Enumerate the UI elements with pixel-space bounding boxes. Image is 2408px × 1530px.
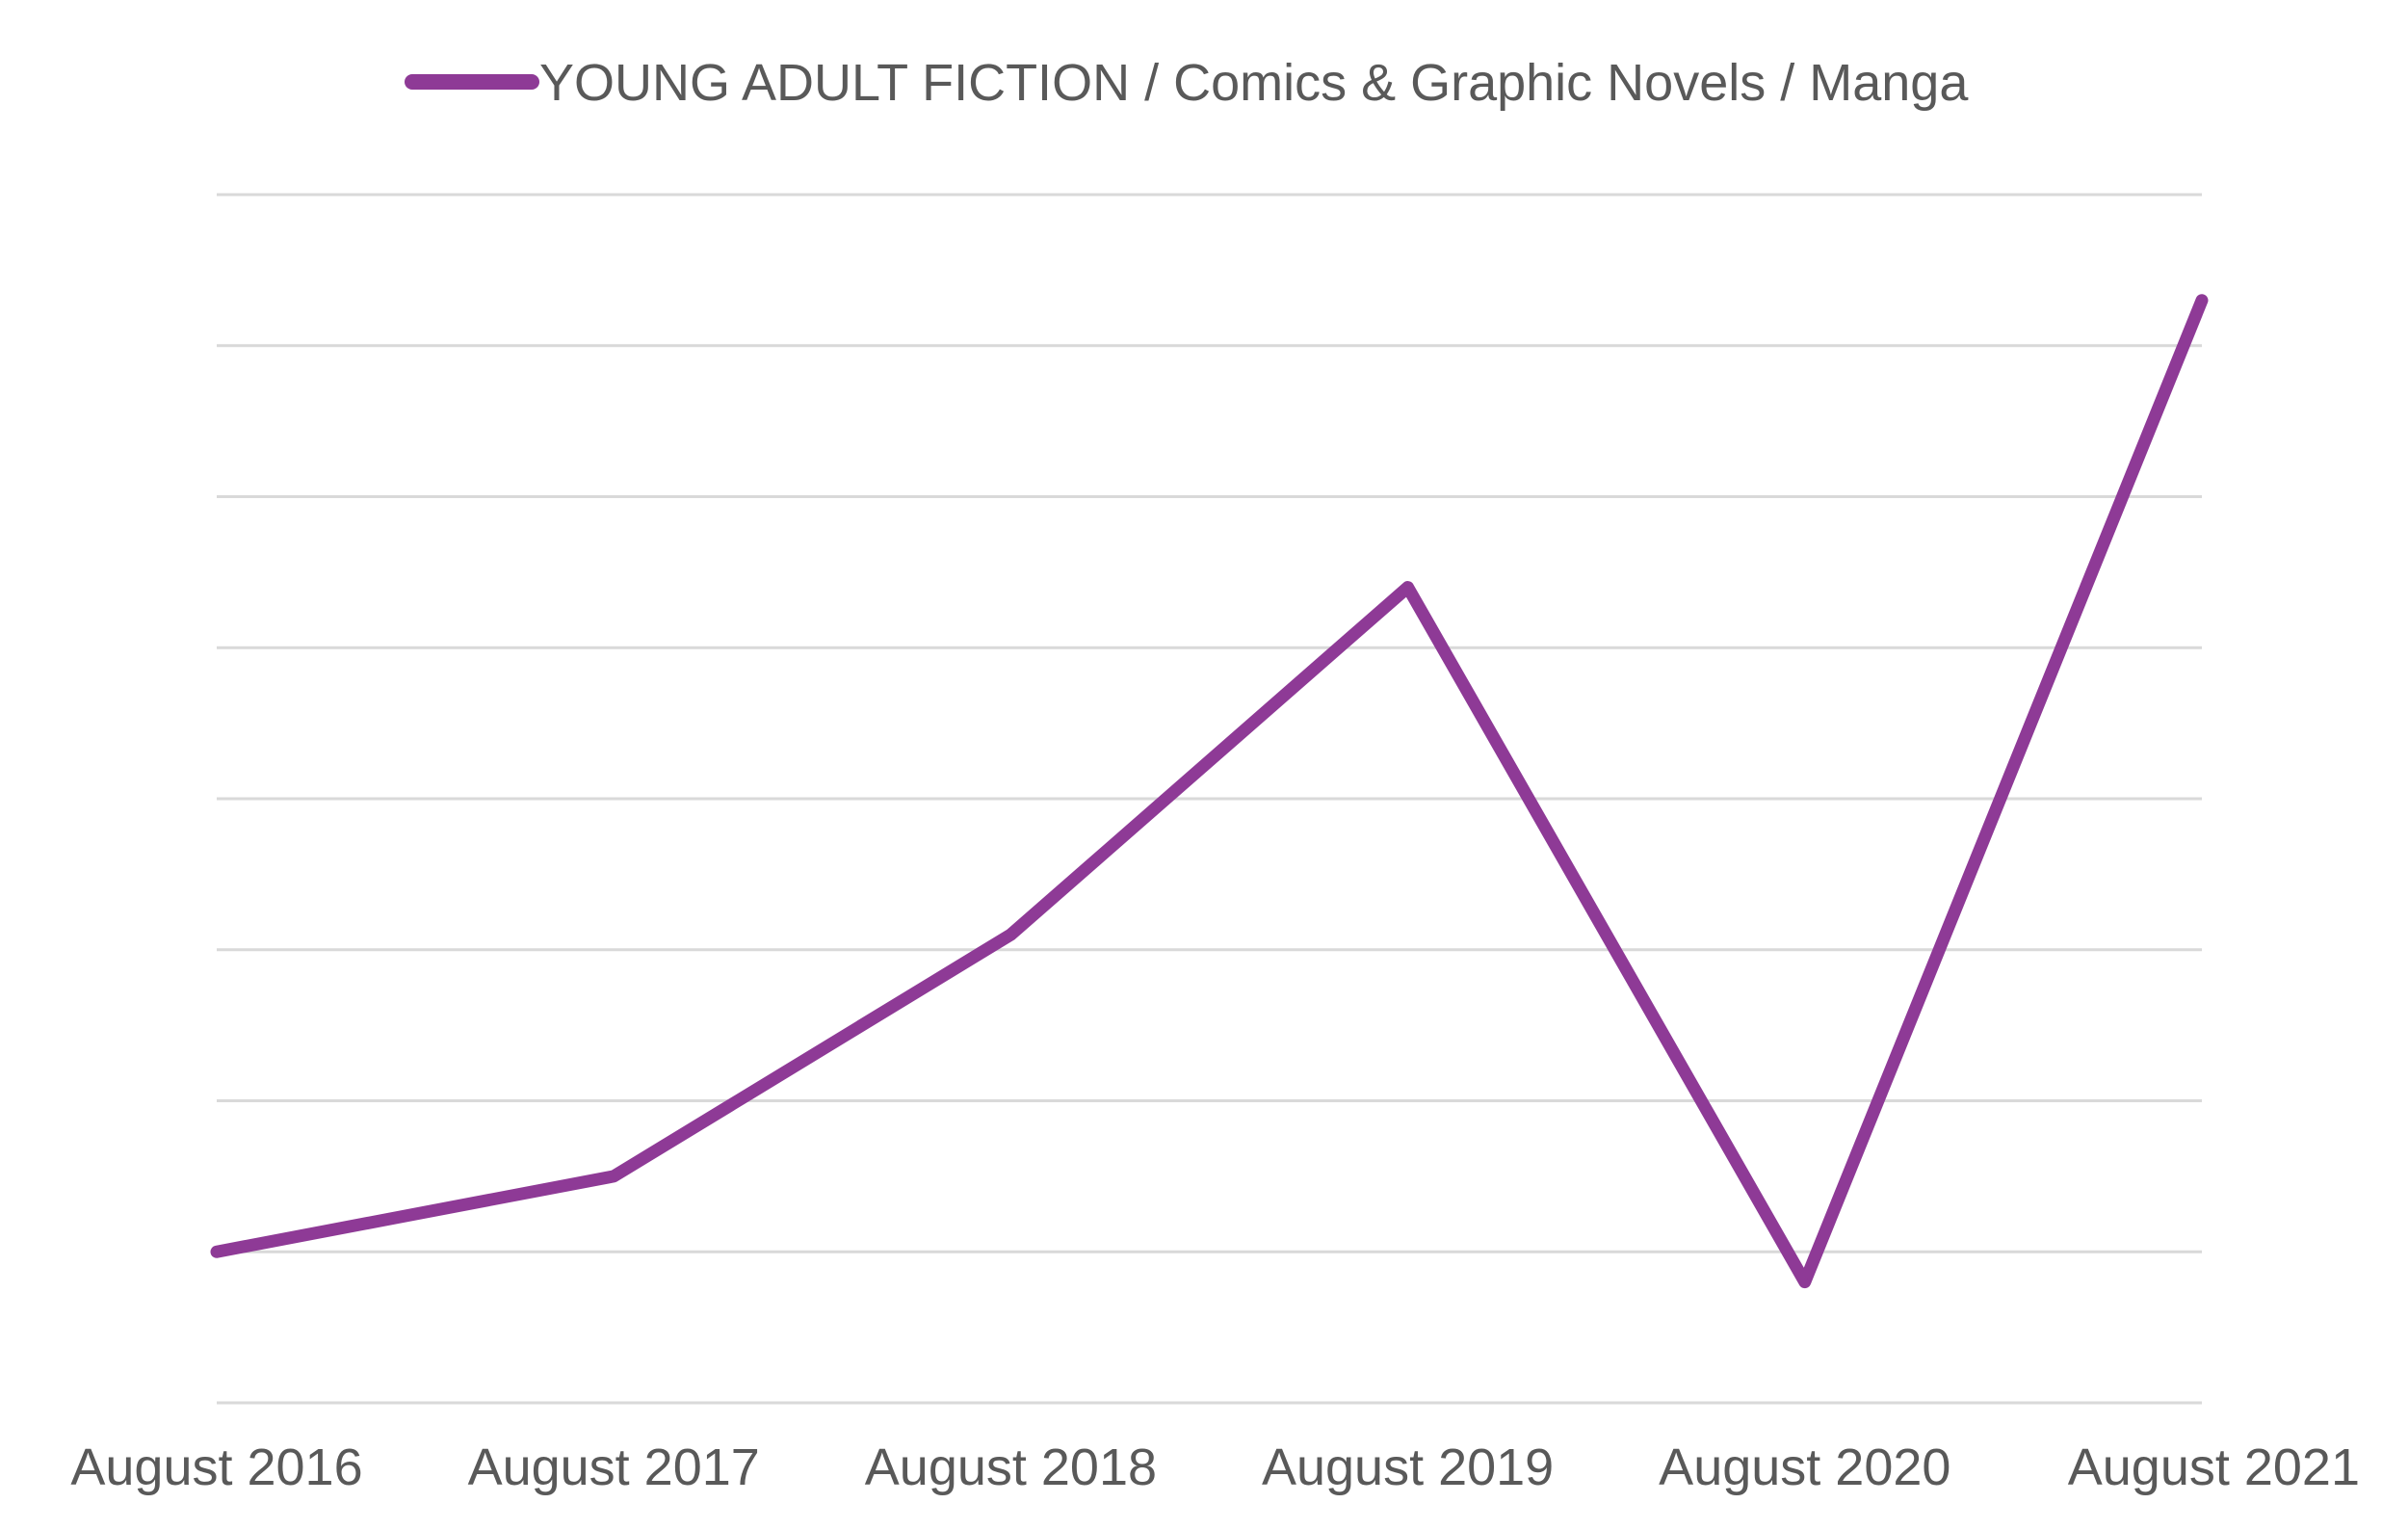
- legend-label: YOUNG ADULT FICTION / Comics & Graphic N…: [539, 54, 1969, 112]
- x-tick-label: August 2016: [70, 1438, 362, 1496]
- x-axis: August 2016 August 2017 August 2018 August …: [70, 1438, 2360, 1496]
- data-point: [2198, 296, 2206, 304]
- gridlines: [217, 193, 2202, 1405]
- legend: YOUNG ADULT FICTION / Comics & Graphic N…: [405, 54, 1969, 112]
- series-line: [210, 294, 2209, 1289]
- data-point: [1007, 931, 1015, 939]
- x-tick-label: August 2018: [865, 1438, 1157, 1496]
- data-point: [1800, 1278, 1809, 1286]
- data-point: [213, 1248, 221, 1256]
- x-tick-label: August 2019: [1262, 1438, 1554, 1496]
- data-point: [1403, 583, 1412, 592]
- series-layer: [210, 294, 2209, 1289]
- data-point: [610, 1172, 618, 1180]
- x-tick-label: August 2017: [468, 1438, 760, 1496]
- x-tick-label: August 2020: [1659, 1438, 1950, 1496]
- x-tick-label: August 2021: [2068, 1438, 2360, 1496]
